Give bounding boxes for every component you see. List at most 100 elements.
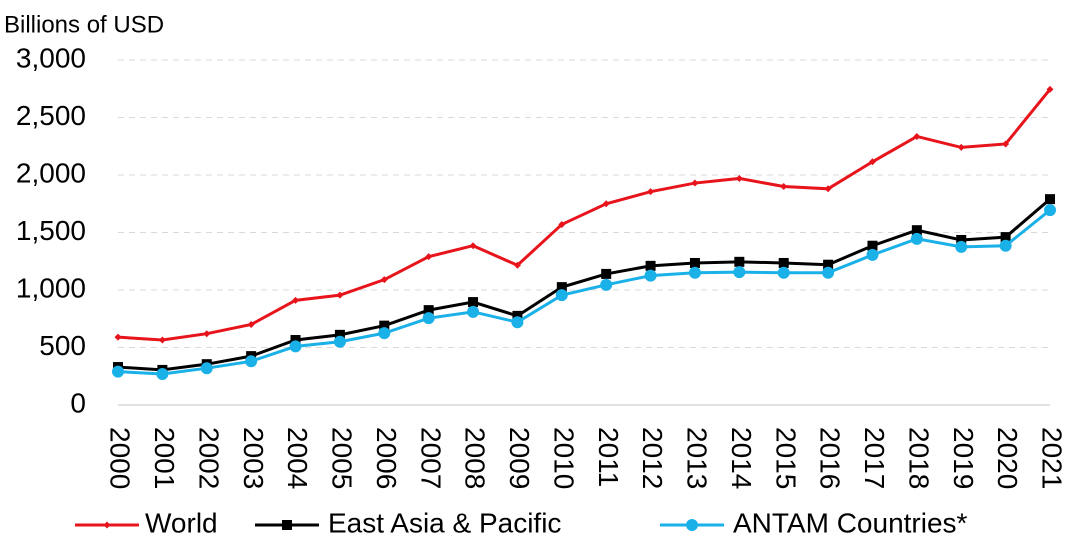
marker	[689, 257, 700, 268]
marker	[425, 253, 433, 261]
marker	[156, 367, 169, 380]
x-tick-label: 2018	[903, 427, 934, 489]
marker	[114, 333, 122, 341]
x-tick-label: 2011	[593, 427, 624, 487]
marker	[292, 296, 300, 304]
y-tick-label: 3,000	[16, 42, 86, 73]
y-tick-label: 1,000	[16, 272, 86, 303]
y-tick-label: 1,500	[16, 215, 86, 246]
marker	[103, 521, 111, 529]
marker	[822, 266, 835, 279]
marker	[1002, 140, 1010, 148]
marker	[647, 188, 655, 196]
x-tick-label: 2000	[105, 427, 136, 489]
marker	[245, 355, 258, 368]
marker	[733, 266, 746, 279]
marker	[423, 305, 434, 316]
marker	[555, 289, 568, 302]
marker	[999, 239, 1012, 252]
marker	[336, 291, 344, 299]
marker	[333, 335, 346, 348]
marker	[512, 310, 523, 321]
y-tick-label: 2,000	[16, 157, 86, 188]
legend-label: East Asia & Pacific	[328, 507, 561, 538]
marker	[558, 220, 566, 228]
marker	[735, 174, 743, 182]
y-tick-label: 2,500	[16, 100, 86, 131]
marker	[777, 266, 790, 279]
marker	[1046, 85, 1054, 93]
marker	[600, 278, 613, 291]
marker	[203, 330, 211, 338]
legend-label: ANTAM Countries*	[733, 507, 968, 538]
y-axis-label: Billions of USD	[4, 11, 164, 38]
marker	[379, 320, 390, 331]
marker	[289, 340, 302, 353]
marker	[601, 268, 612, 279]
x-tick-label: 2002	[193, 427, 224, 489]
marker	[867, 240, 878, 251]
x-tick-label: 2008	[460, 427, 491, 489]
marker	[688, 266, 701, 279]
marker	[247, 321, 255, 328]
x-tick-label: 2003	[238, 427, 269, 489]
x-tick-label: 2010	[548, 427, 579, 489]
x-tick-label: 2009	[504, 427, 535, 489]
marker	[686, 519, 698, 531]
marker	[378, 327, 391, 340]
marker	[556, 282, 567, 293]
marker	[422, 312, 435, 325]
x-tick-label: 2019	[948, 427, 979, 489]
legend-label: World	[145, 507, 218, 538]
marker	[910, 232, 923, 245]
marker	[467, 305, 480, 318]
marker	[955, 240, 968, 253]
x-tick-label: 2012	[637, 427, 668, 489]
x-tick-label: 2013	[682, 427, 713, 489]
marker	[823, 259, 834, 270]
marker	[511, 316, 524, 329]
marker	[780, 183, 788, 190]
marker	[290, 335, 301, 346]
marker	[468, 297, 479, 308]
marker	[282, 520, 292, 530]
marker	[734, 256, 745, 267]
marker	[1000, 232, 1011, 243]
x-tick-label: 2015	[770, 427, 801, 489]
marker	[778, 257, 789, 268]
x-tick-label: 2017	[859, 427, 890, 489]
series-line	[117, 208, 1051, 376]
series-line	[117, 198, 1051, 372]
marker	[200, 362, 213, 375]
marker	[380, 276, 388, 284]
marker	[911, 225, 922, 236]
marker	[957, 143, 965, 151]
marker	[956, 234, 967, 245]
marker	[644, 269, 657, 282]
marker	[1045, 194, 1055, 205]
y-tick-label: 0	[70, 387, 86, 418]
x-tick-label: 2016	[815, 427, 846, 489]
x-tick-label: 2021	[1037, 427, 1068, 489]
marker	[112, 365, 124, 378]
marker	[691, 179, 699, 187]
series-line	[117, 88, 1052, 342]
x-tick-label: 2005	[327, 427, 358, 489]
marker	[866, 248, 879, 261]
marker	[824, 185, 832, 193]
x-tick-label: 2014	[726, 427, 757, 489]
marker	[868, 158, 876, 166]
marker	[334, 329, 345, 340]
y-tick-label: 500	[39, 330, 86, 361]
marker	[513, 261, 521, 269]
marker	[913, 132, 921, 140]
x-tick-label: 2007	[415, 427, 446, 489]
x-tick-label: 2004	[282, 427, 313, 489]
x-tick-label: 2001	[149, 427, 180, 489]
marker	[602, 200, 610, 208]
marker	[469, 242, 477, 250]
x-tick-label: 2006	[371, 427, 402, 489]
marker	[645, 260, 656, 271]
marker	[1044, 204, 1056, 217]
